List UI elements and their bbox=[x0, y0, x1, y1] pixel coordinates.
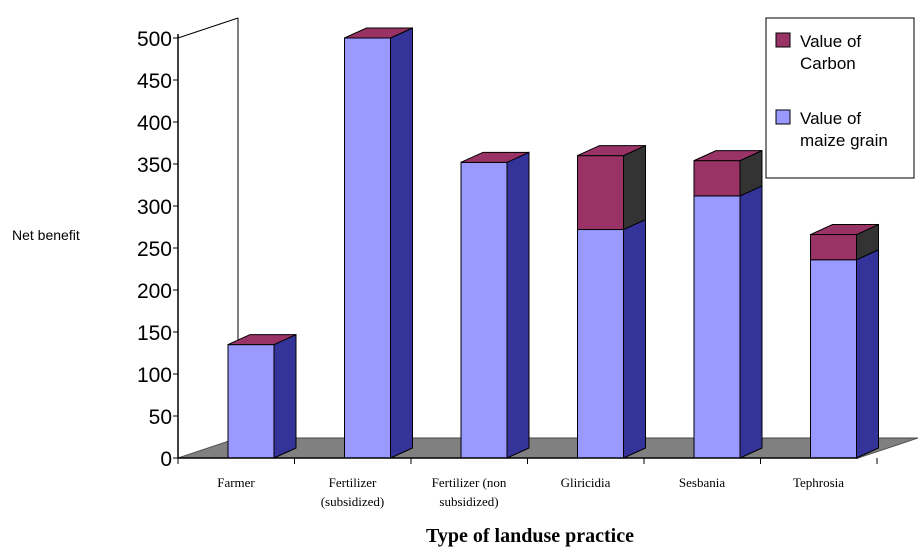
y-tick-label: 500 bbox=[137, 28, 172, 51]
y-tick-label: 150 bbox=[137, 322, 172, 345]
legend-box bbox=[765, 17, 915, 179]
bar-3 bbox=[577, 144, 646, 459]
legend-label: Value of Carbon bbox=[800, 32, 861, 73]
y-tick-label: 50 bbox=[149, 406, 172, 429]
x-tick-label: Tephrosia bbox=[793, 475, 844, 490]
bar-segment-carbon bbox=[693, 160, 741, 197]
legend-label: Value of maize grain bbox=[800, 109, 888, 150]
x-tick-label: Sesbania bbox=[679, 475, 725, 490]
back-wall-edge bbox=[177, 17, 239, 39]
y-tick-label: 100 bbox=[137, 364, 172, 387]
bar-segment-carbon bbox=[577, 155, 624, 231]
y-tick-label: 350 bbox=[137, 154, 172, 177]
bar-top bbox=[810, 224, 879, 236]
y-tick-label: 200 bbox=[137, 280, 172, 303]
legend: Value of Carbon Value of maize grain bbox=[765, 17, 915, 179]
bar-side-maize bbox=[623, 218, 646, 459]
bar-top bbox=[693, 150, 763, 162]
y-tick-label: 250 bbox=[137, 238, 172, 261]
x-axis-title: Type of landuse practice bbox=[426, 525, 634, 547]
x-tick-label: Farmer bbox=[217, 475, 255, 490]
bar-side-maize bbox=[506, 151, 530, 459]
bar-side-carbon bbox=[623, 144, 646, 231]
bar-5 bbox=[810, 223, 879, 459]
bar-top bbox=[577, 145, 646, 157]
x-tick-label: Gliricidia bbox=[561, 475, 611, 490]
bar-segment-maize bbox=[577, 229, 624, 459]
y-tick-label: 0 bbox=[160, 448, 172, 471]
y-tick-label: 300 bbox=[137, 196, 172, 219]
bar-side-maize bbox=[739, 185, 763, 459]
x-axis: Farmer Fertilizer (subsidized) Fertilizer (… bbox=[177, 457, 878, 509]
legend-swatch bbox=[775, 32, 791, 48]
bar-top bbox=[344, 27, 413, 39]
bar-side-maize bbox=[273, 333, 297, 459]
bar-segment-maize bbox=[810, 259, 857, 459]
bar-top bbox=[460, 151, 530, 163]
bar-segment-maize bbox=[227, 344, 275, 459]
bar-segment-carbon bbox=[810, 234, 857, 261]
bar-4 bbox=[693, 149, 763, 459]
y-tick-label: 400 bbox=[137, 112, 172, 135]
bar-2 bbox=[460, 151, 530, 459]
legend-swatch bbox=[775, 109, 791, 125]
y-tick-label: 450 bbox=[137, 70, 172, 93]
y-axis: 0 50 100 150 200 250 300 350 400 450 500 bbox=[137, 28, 179, 471]
x-tick-label: Fertilizer (subsidized) bbox=[321, 475, 385, 509]
bar-segment-maize bbox=[693, 195, 741, 459]
bar-1 bbox=[344, 27, 413, 459]
bar-side-maize bbox=[856, 248, 879, 459]
bar-segment-maize bbox=[344, 37, 391, 459]
bar-segment-maize bbox=[460, 161, 508, 459]
y-axis-label: Net benefit bbox=[12, 227, 80, 243]
bars bbox=[227, 27, 879, 459]
bar-side-maize bbox=[390, 27, 413, 459]
x-tick-label: Fertilizer (non subsidized) bbox=[432, 475, 507, 509]
bar-top bbox=[227, 334, 297, 346]
bar-0 bbox=[227, 333, 297, 459]
